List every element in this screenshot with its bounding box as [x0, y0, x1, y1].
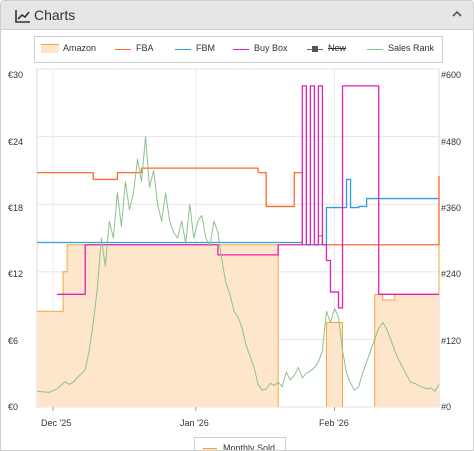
monthly-sold-legend[interactable]: Monthly Sold	[194, 437, 286, 451]
series-area-amazon	[326, 322, 343, 407]
y-right-tick: #120	[441, 336, 462, 346]
y-right-tick: #600	[441, 70, 462, 80]
y-right-tick: #0	[441, 402, 452, 412]
legend-item-fbm[interactable]: FBM	[175, 37, 227, 62]
legend-label-sales-rank: Sales Rank	[388, 43, 435, 53]
x-tick: Feb '26	[319, 418, 349, 428]
legend-label-amazon: Amazon	[63, 43, 97, 53]
chart-line-icon	[15, 10, 30, 23]
charts-header[interactable]: Charts	[1, 1, 473, 30]
legend-swatch-fba	[115, 49, 131, 50]
y-left-tick: €0	[8, 402, 19, 412]
x-tick: Dec '25	[41, 418, 72, 428]
monthly-sold-swatch	[203, 448, 217, 450]
y-right-tick: #360	[441, 203, 462, 213]
series-area-amazon	[374, 176, 439, 407]
legend-item-fba[interactable]: FBA	[115, 37, 165, 62]
x-tick: Jan '26	[180, 418, 209, 428]
legend-label-new: New	[328, 43, 347, 53]
series-line-buy-box	[57, 85, 439, 309]
charts-title: Charts	[34, 7, 76, 23]
legend-swatch-amazon	[41, 44, 59, 53]
chart-legend: Amazon FBA FBM Buy Box New Sales Rank	[34, 36, 443, 63]
y-left-tick: €12	[8, 269, 24, 279]
y-right-tick: #240	[441, 269, 462, 279]
legend-item-sales-rank[interactable]: Sales Rank	[367, 37, 439, 62]
legend-label-fba: FBA	[136, 43, 154, 53]
legend-swatch-sales-rank	[367, 49, 383, 50]
legend-swatch-fbm	[175, 49, 191, 50]
series-line-fba	[37, 167, 440, 246]
y-left-tick: €18	[8, 203, 24, 213]
legend-item-amazon[interactable]: Amazon	[41, 37, 107, 62]
y-left-tick: €6	[8, 336, 19, 346]
monthly-sold-label: Monthly Sold	[223, 443, 276, 451]
chevron-up-icon[interactable]	[450, 7, 464, 21]
legend-item-buy-box[interactable]: Buy Box	[233, 37, 299, 62]
legend-label-buy-box: Buy Box	[254, 43, 288, 53]
y-left-tick: €24	[8, 137, 24, 147]
series-line-amazon	[325, 322, 344, 407]
y-left-tick: €30	[8, 70, 24, 80]
legend-marker-new	[312, 46, 318, 52]
legend-item-new[interactable]: New	[307, 37, 357, 62]
legend-label-fbm: FBM	[196, 43, 215, 53]
legend-swatch-buy-box	[233, 49, 249, 50]
series-line-sales-rank	[36, 136, 440, 393]
y-right-tick: #480	[441, 137, 462, 147]
